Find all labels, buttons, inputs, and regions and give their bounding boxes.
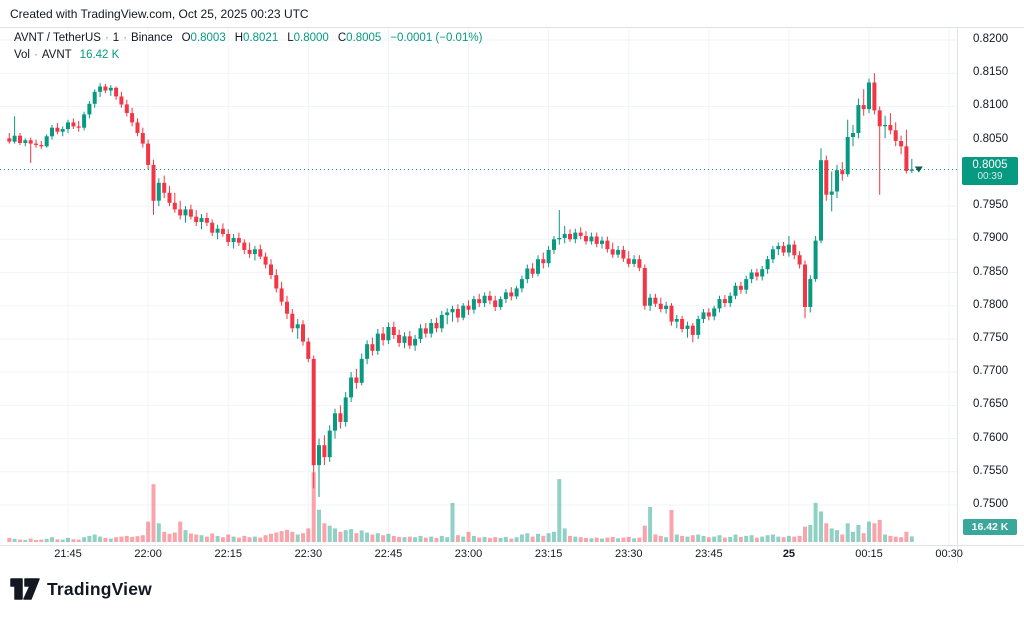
last-price-badge: 0.8005 00:39 [962, 156, 1018, 185]
legend-separator: · [104, 32, 109, 44]
time-tick-label: 21:45 [54, 548, 82, 560]
exchange-label: Binance [131, 32, 173, 44]
price-tick-label: 0.7900 [973, 232, 1009, 245]
legend-separator: · [34, 49, 38, 61]
open-key: O [181, 32, 191, 44]
time-tick-label: 23:30 [614, 548, 643, 560]
price-tick-label: 0.7550 [973, 464, 1009, 477]
time-tick-label: 22:30 [294, 548, 323, 560]
time-tick-label: 00:30 [935, 548, 963, 560]
price-tick-label: 0.8150 [973, 66, 1009, 79]
chart-legend: AVNT / TetherUS · 1 · Binance O0.8003 H0.8021 L… [14, 30, 482, 64]
tradingview-logo[interactable]: TradingView [10, 578, 152, 600]
time-tick-label: 22:45 [374, 548, 403, 560]
time-axis[interactable]: 21:45 22:00 22:15 22:30 22:45 23:00 23:15 23:30… [0, 545, 1024, 565]
price-tick-label: 0.8200 [973, 33, 1009, 45]
low-key: L [287, 32, 294, 44]
time-tick-label: 22:15 [214, 548, 242, 560]
price-tick-label: 0.8100 [973, 99, 1009, 112]
tradingview-logo-icon [10, 578, 40, 600]
credit-text: Created with TradingView.com, Oct 25, 20… [10, 7, 309, 21]
tradingview-logo-text: TradingView [47, 578, 152, 599]
high-value: 0.8021 [243, 32, 279, 44]
price-tick-label: 0.7800 [973, 298, 1009, 311]
volume-symbol-label: AVNT [41, 49, 72, 61]
price-tick-label: 0.7650 [973, 398, 1009, 411]
volume-badge: 16.42 K [963, 519, 1017, 535]
interval-label[interactable]: 1 [112, 32, 120, 44]
bar-countdown: 00:39 [977, 170, 1003, 182]
price-axis[interactable]: 0.8200 0.8150 0.8100 0.8050 0.7950 0.7900 0.78… [957, 0, 1024, 562]
price-tick-label: 0.7700 [973, 365, 1009, 378]
price-tick-label: 0.7950 [973, 199, 1009, 212]
volume-series-label: Vol [14, 49, 30, 61]
close-value: 0.8005 [346, 32, 382, 44]
price-tick-label: 0.8050 [973, 132, 1009, 145]
price-tick-label: 0.7500 [973, 498, 1009, 510]
legend-volume-row: Vol · AVNT 16.42 K [14, 47, 482, 64]
low-value: 0.8000 [293, 32, 329, 44]
last-price-value: 0.8005 [972, 158, 1008, 171]
price-tick-label: 0.7850 [973, 265, 1009, 278]
time-tick-label: 00:15 [855, 548, 883, 560]
time-tick-label: 23:45 [695, 548, 723, 560]
symbol-title[interactable]: AVNT / TetherUS [14, 32, 101, 44]
change-value: −0.0001 (−0.01%) [390, 32, 483, 44]
legend-separator: · [123, 32, 128, 44]
volume-current-value: 16.42 K [79, 49, 120, 61]
legend-symbol-row: AVNT / TetherUS · 1 · Binance O0.8003 H0.8021 L… [14, 30, 482, 47]
close-key: C [337, 32, 347, 44]
time-tick-label: 23:15 [534, 548, 563, 560]
price-tick-label: 0.7750 [973, 331, 1009, 344]
open-value: 0.8003 [190, 32, 226, 44]
time-tick-label: 22:00 [134, 548, 162, 560]
time-tick-label: 23:00 [454, 548, 483, 560]
price-tick-label: 0.7600 [973, 431, 1009, 444]
time-tick-label: 25 [782, 548, 796, 560]
high-key: H [234, 32, 244, 44]
